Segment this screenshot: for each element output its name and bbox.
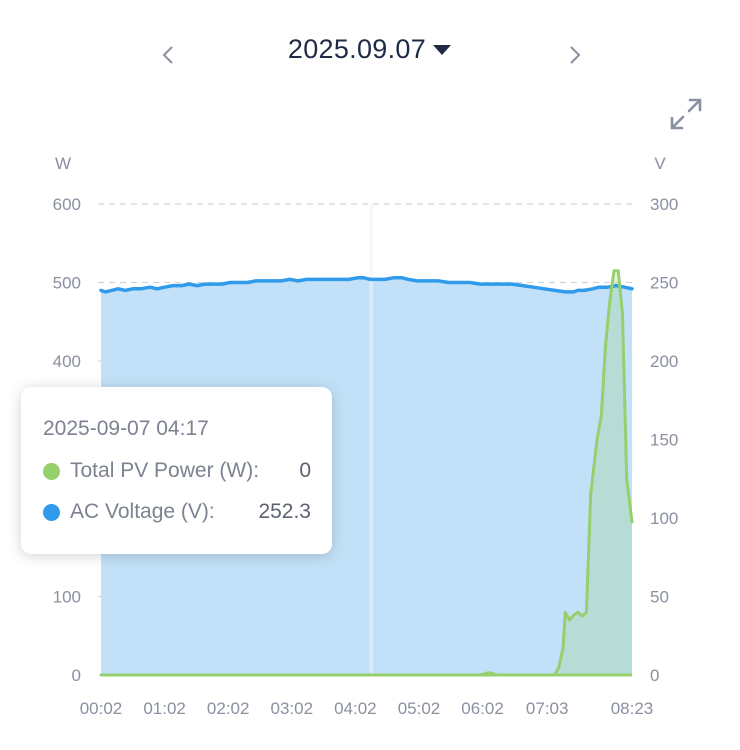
right-tick-label: 100 [650, 509, 678, 528]
prev-day-button[interactable] [153, 38, 183, 72]
x-tick-label: 06:02 [461, 699, 504, 718]
pv-power-area [101, 270, 632, 675]
right-tick-label: 0 [650, 666, 659, 685]
date-label: 2025.09.07 [287, 34, 427, 64]
ac-voltage-line [99, 276, 634, 294]
date-picker[interactable]: 2025.09.07 [288, 34, 452, 65]
right-tick-label: 200 [650, 352, 678, 371]
right-axis-unit: V [654, 154, 666, 173]
expand-chart-button[interactable] [668, 96, 704, 132]
tooltip-label: Total PV Power (W): [70, 459, 260, 482]
x-tick-label: 03:02 [271, 699, 314, 718]
tooltip-label: AC Voltage (V): [70, 500, 215, 523]
tooltip-value: 252.3 [258, 500, 311, 523]
x-tick-label: 00:02 [80, 699, 123, 718]
left-tick-label: 400 [53, 352, 81, 371]
right-tick-label: 300 [650, 195, 678, 214]
chevron-right-icon [570, 46, 581, 64]
ac-voltage-legend-dot [43, 503, 60, 521]
tooltip-row-ac-voltage: AC Voltage (V): 252.3 [43, 497, 311, 527]
x-tick-label: 01:02 [143, 699, 186, 718]
right-tick-label: 250 [650, 274, 678, 293]
right-tick-label: 150 [650, 431, 678, 450]
next-day-button[interactable] [560, 38, 590, 72]
left-tick-label: 500 [53, 274, 81, 293]
pv-power-legend-dot [43, 462, 60, 480]
chart-tooltip: 2025-09-07 04:17 Total PV Power (W): 0 A… [21, 387, 332, 554]
chevron-left-icon [162, 46, 173, 64]
hover-cursor-line [369, 204, 374, 675]
left-tick-label: 600 [53, 195, 81, 214]
x-tick-label: 05:02 [398, 699, 441, 718]
tooltip-row-pv-power: Total PV Power (W): 0 [43, 456, 311, 486]
left-tick-label: 0 [72, 666, 81, 685]
ac-voltage-area [101, 277, 632, 675]
tooltip-timestamp: 2025-09-07 04:17 [43, 417, 209, 440]
tooltip-value: 0 [299, 459, 311, 482]
left-axis-unit: W [55, 154, 71, 173]
right-tick-label: 50 [650, 588, 669, 607]
left-tick-label: 100 [53, 588, 81, 607]
x-tick-label: 02:02 [207, 699, 250, 718]
expand-icon [670, 98, 702, 130]
caret-down-icon [433, 44, 452, 55]
x-tick-label: 08:23 [611, 699, 654, 718]
x-tick-label: 07:03 [526, 699, 569, 718]
x-tick-label: 04:02 [334, 699, 377, 718]
